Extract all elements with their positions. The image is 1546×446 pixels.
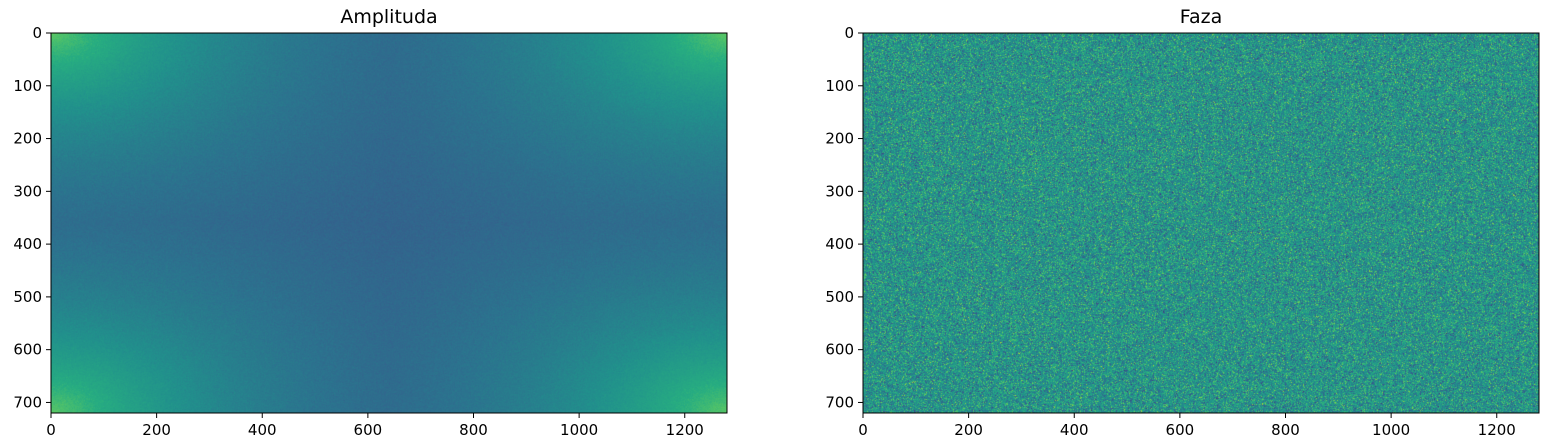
x-tick-label: 0: [858, 421, 868, 439]
x-tick-label: 0: [46, 421, 56, 439]
y-tick-label: 300: [13, 182, 42, 200]
y-tick-label: 600: [825, 341, 854, 359]
x-tick-label: 200: [954, 421, 983, 439]
phase-panel: Faza 0 200 400 600 800 1000 1200 0 100 200 300 400 5…: [825, 6, 1540, 439]
amplitude-ticks: 0 200 400 600 800 1000 1200 0 100 200 300 400 500 600…: [13, 24, 703, 439]
x-tick-label: 1000: [560, 421, 598, 439]
x-tick-label: 400: [248, 421, 277, 439]
y-tick-label: 100: [13, 77, 42, 95]
heatmap-image: [863, 33, 1539, 413]
y-tick-label: 700: [825, 393, 854, 411]
x-tick-label: 600: [354, 421, 383, 439]
y-tick-label: 0: [32, 24, 42, 42]
phase-title: Faza: [1180, 6, 1222, 28]
y-tick-label: 500: [13, 288, 42, 306]
x-tick-label: 800: [459, 421, 488, 439]
y-tick-label: 200: [13, 130, 42, 148]
amplitude-frame: [50, 32, 728, 414]
x-tick-label: 800: [1271, 421, 1300, 439]
y-tick-label: 300: [825, 182, 854, 200]
amplitude-title: Amplituda: [340, 6, 437, 28]
y-tick-label: 200: [825, 130, 854, 148]
y-tick-label: 0: [844, 24, 854, 42]
y-tick-label: 400: [825, 235, 854, 253]
y-tick-label: 700: [13, 393, 42, 411]
phase-ticks: 0 200 400 600 800 1000 1200 0 100 200 300 400 500 600…: [825, 24, 1515, 439]
x-tick-label: 1000: [1372, 421, 1410, 439]
x-tick-label: 600: [1166, 421, 1195, 439]
x-tick-label: 1200: [1478, 421, 1516, 439]
x-tick-label: 200: [142, 421, 171, 439]
phase-image: [863, 33, 1539, 413]
y-tick-label: 600: [13, 341, 42, 359]
y-tick-label: 100: [825, 77, 854, 95]
heatmap-image: [51, 33, 727, 413]
y-tick-label: 400: [13, 235, 42, 253]
y-tick-label: 500: [825, 288, 854, 306]
amplitude-panel: Amplituda 0 200 400 600 800 1000 1200 0 100 200 30…: [13, 6, 728, 439]
x-tick-label: 400: [1060, 421, 1089, 439]
phase-frame: [862, 32, 1540, 414]
amplitude-image: [51, 33, 727, 413]
x-tick-label: 1200: [666, 421, 704, 439]
